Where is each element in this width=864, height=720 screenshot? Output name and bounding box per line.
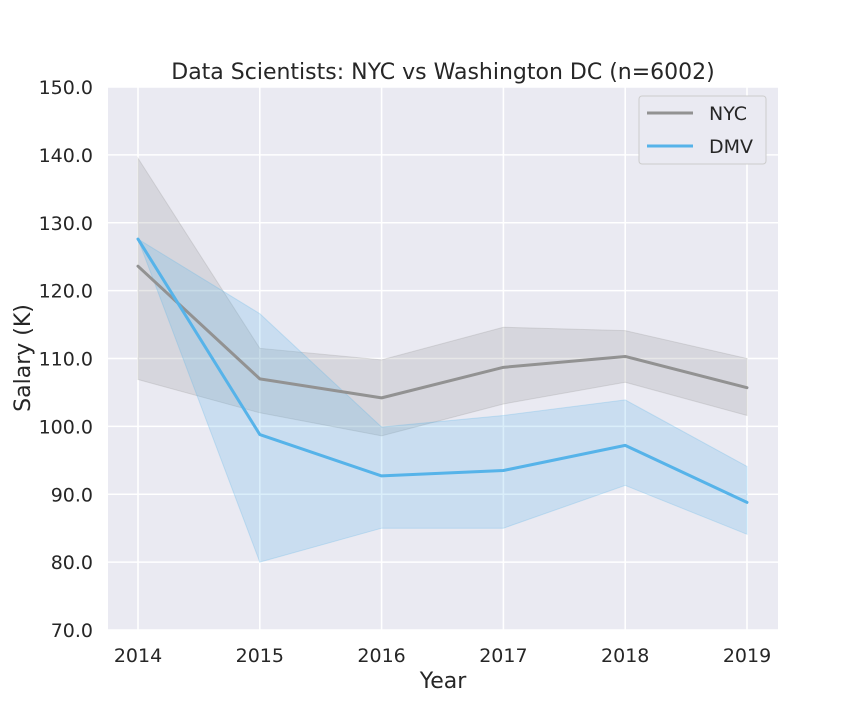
y-tick-labels: 70.0 80.0 90.0 100.0 110.0 120.0 130.0 140.0 150…: [39, 77, 93, 642]
x-tick-label: 2018: [601, 645, 649, 667]
y-tick-label: 110.0: [39, 349, 93, 371]
x-tick-label: 2019: [723, 645, 771, 667]
y-axis-title: Salary (K): [11, 304, 36, 412]
series-lines: [136, 237, 749, 504]
legend-label-dmv: DMV: [709, 136, 753, 158]
y-tick-label: 150.0: [39, 77, 93, 99]
legend-label-nyc: NYC: [709, 103, 747, 125]
x-axis-title: Year: [419, 669, 468, 694]
y-tick-label: 80.0: [51, 552, 93, 574]
y-tick-label: 140.0: [39, 145, 93, 167]
ci-band-nyc: [137, 156, 748, 437]
grid-lines: [108, 86, 778, 631]
series-line-dmv: [136, 237, 749, 504]
series-line-nyc: [136, 264, 749, 400]
x-tick-label: 2015: [236, 645, 284, 667]
chart-title: Data Scientists: NYC vs Washington DC (n…: [171, 60, 715, 85]
x-tick-label: 2014: [114, 645, 162, 667]
x-tick-label: 2017: [479, 645, 527, 667]
y-tick-label: 90.0: [51, 484, 93, 506]
confidence-bands: [137, 156, 748, 563]
legend: NYC DMV: [638, 95, 767, 165]
ci-band-dmv: [137, 237, 748, 563]
x-tick-label: 2016: [357, 645, 405, 667]
x-tick-labels: 2014 2015 2016 2017 2018 2019: [114, 645, 771, 667]
y-tick-label: 130.0: [39, 213, 93, 235]
y-tick-label: 70.0: [51, 620, 93, 642]
y-tick-label: 100.0: [39, 416, 93, 438]
y-tick-label: 120.0: [39, 281, 93, 303]
